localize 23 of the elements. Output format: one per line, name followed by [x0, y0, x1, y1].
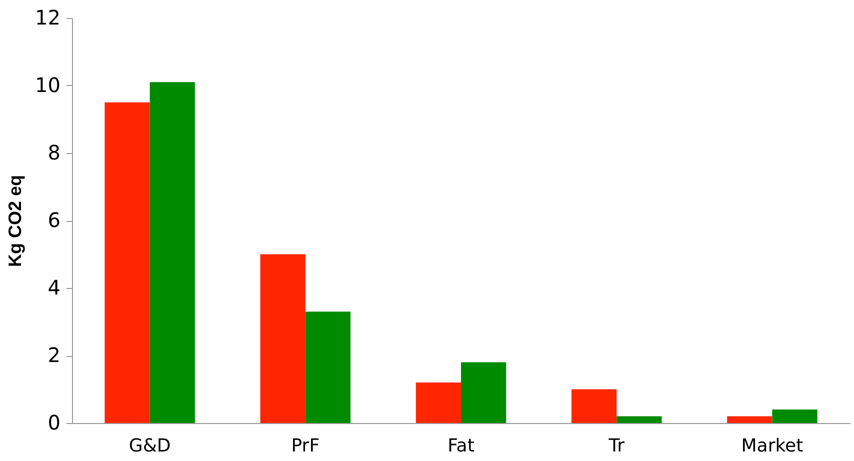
bar — [260, 254, 306, 423]
bar — [571, 389, 617, 423]
y-tick-label: 2 — [48, 343, 60, 367]
bar — [305, 312, 351, 423]
bar — [461, 362, 506, 423]
bar — [150, 82, 195, 423]
x-tick-label: Tr — [608, 436, 626, 456]
x-tick-label: Market — [741, 436, 804, 456]
y-tick-label: 6 — [48, 208, 60, 232]
y-tick-label: 12 — [35, 6, 60, 30]
y-tick-label: 8 — [48, 140, 60, 164]
x-tick-label: Fat — [448, 436, 474, 456]
y-tick-label: 0 — [48, 410, 60, 434]
bar — [104, 102, 150, 423]
bar — [416, 382, 461, 423]
x-tick-label: PrF — [291, 436, 320, 456]
bar — [772, 410, 818, 423]
bar — [727, 416, 772, 423]
x-tick-label: G&D — [128, 436, 171, 456]
bar — [616, 416, 662, 423]
y-tick-label: 4 — [48, 276, 60, 300]
y-tick-label: 10 — [35, 73, 60, 97]
y-axis-title: Kg CO2 eq — [5, 174, 26, 268]
